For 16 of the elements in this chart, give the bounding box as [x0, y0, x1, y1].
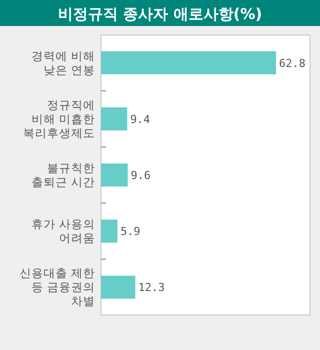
bar — [101, 51, 276, 74]
bar — [101, 220, 118, 243]
chart-title: 비정규직 종사자 애로사항(%) — [58, 5, 262, 23]
data-label: 62.8 — [279, 56, 306, 70]
y-tick-label: 불규칙한 출퇴근 시간 — [31, 161, 95, 189]
bar — [101, 163, 128, 187]
y-tick-label: 경력에 비해 낮은 연봉 — [31, 48, 95, 77]
bar — [101, 276, 136, 299]
data-label: 12.3 — [138, 281, 165, 294]
bar — [101, 107, 128, 130]
y-tick-label: 휴가 사용의 어려움 — [31, 217, 95, 246]
data-label: 5.9 — [120, 225, 140, 238]
y-tick-label: 신용대출 제한 등 금융권의 차별 — [19, 266, 95, 308]
data-label: 9.6 — [130, 169, 151, 182]
data-label: 9.4 — [130, 112, 150, 126]
y-tick-label: 정규직에 비해 미흡한 복리후생제도 — [23, 98, 95, 140]
